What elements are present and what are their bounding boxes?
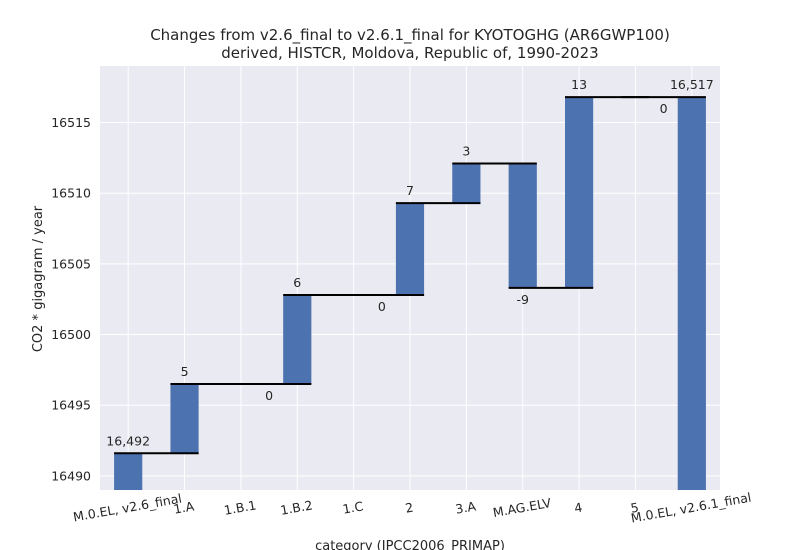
data-label: 3 bbox=[462, 144, 470, 159]
connector-lines bbox=[114, 96, 706, 455]
data-label: 13 bbox=[571, 77, 587, 92]
data-label: 16,492 bbox=[106, 433, 150, 448]
bar bbox=[170, 384, 199, 454]
x-axis-label: category (IPCC2006_PRIMAP) bbox=[315, 539, 505, 550]
bar bbox=[452, 163, 481, 204]
x-tick-label: 4 bbox=[573, 499, 583, 515]
data-label: 7 bbox=[406, 183, 414, 198]
x-tick-label: M.0.EL, v2.6_final bbox=[72, 491, 183, 525]
y-axis-label: CO2 * gigagram / year bbox=[31, 205, 46, 352]
x-tick-label: 3.A bbox=[454, 498, 477, 516]
chart-title: Changes from v2.6_final to v2.6.1_final … bbox=[150, 26, 670, 45]
x-tick-label: 1.B.1 bbox=[223, 497, 258, 517]
y-tick-label: 16510 bbox=[51, 186, 91, 201]
bar bbox=[677, 97, 706, 491]
data-label: 0 bbox=[378, 299, 386, 314]
bar bbox=[114, 453, 143, 490]
data-label: 16,517 bbox=[670, 77, 714, 92]
data-label: 0 bbox=[660, 101, 668, 116]
data-label: 0 bbox=[265, 388, 273, 403]
x-tick-label: 1.C bbox=[341, 498, 364, 516]
x-tick-label: 2 bbox=[404, 499, 414, 515]
bars bbox=[114, 97, 706, 491]
data-label: 5 bbox=[181, 364, 189, 379]
x-tick-label: 1.B.2 bbox=[279, 497, 314, 517]
x-tick-label: 5 bbox=[629, 499, 639, 515]
data-label: -9 bbox=[516, 292, 529, 307]
x-tick-label: 1.A bbox=[172, 498, 195, 516]
data-label: 6 bbox=[293, 275, 301, 290]
y-tick-labels: 16490 16495 16500 16505 16510 16515 bbox=[51, 115, 91, 483]
chart-subtitle: derived, HISTCR, Moldova, Republic of, 1… bbox=[221, 44, 598, 62]
y-tick-label: 16495 bbox=[51, 398, 91, 413]
y-tick-label: 16505 bbox=[51, 256, 91, 271]
y-tick-label: 16490 bbox=[51, 468, 91, 483]
bar bbox=[395, 203, 425, 295]
x-tick-label: M.AG.ELV bbox=[492, 495, 553, 520]
bar bbox=[508, 163, 537, 288]
bar bbox=[283, 294, 312, 384]
y-tick-label: 16515 bbox=[51, 115, 91, 130]
x-tick-label: M.0.EL, v2.6.1_final bbox=[630, 490, 753, 526]
bar bbox=[565, 97, 594, 288]
y-tick-label: 16500 bbox=[51, 327, 91, 342]
